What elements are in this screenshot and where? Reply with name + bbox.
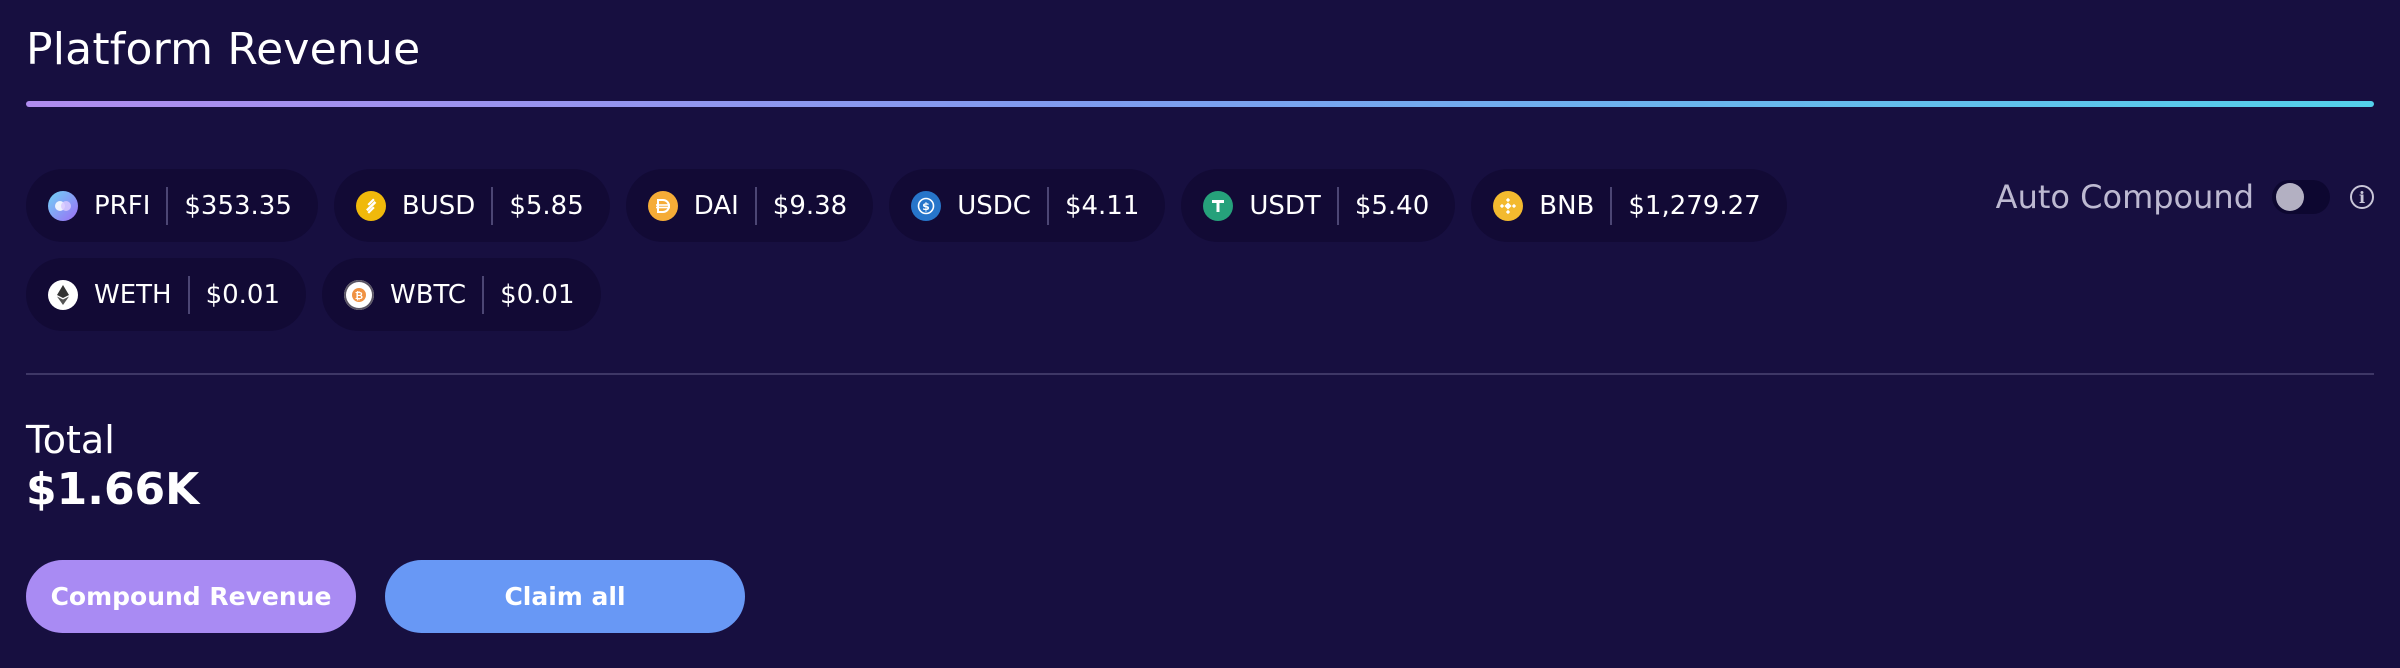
claim-all-button[interactable]: Claim all: [385, 560, 745, 633]
compound-revenue-button[interactable]: Compound Revenue: [26, 560, 356, 633]
token-amount: $0.01: [500, 279, 575, 310]
wbtc-icon: ₿: [344, 279, 375, 310]
toggle-knob: [2276, 183, 2304, 211]
token-symbol: BUSD: [401, 190, 476, 221]
dai-icon: [647, 190, 678, 221]
chip-separator: [187, 275, 190, 314]
busd-icon: [355, 190, 386, 221]
token-chip-usdc: $ USDC $4.11: [889, 169, 1166, 242]
usdc-icon: $: [911, 190, 942, 221]
gradient-divider: [26, 101, 2374, 107]
token-symbol: WETH: [94, 279, 172, 310]
chip-separator: [1336, 186, 1339, 225]
token-symbol: DAI: [693, 190, 739, 221]
svg-text:₿: ₿: [355, 290, 363, 302]
auto-compound-toggle[interactable]: [2272, 180, 2330, 214]
auto-compound-control: Auto Compound i: [1996, 178, 2374, 216]
usdt-icon: [1203, 190, 1234, 221]
token-symbol: WBTC: [390, 279, 467, 310]
auto-compound-label: Auto Compound: [1995, 178, 2254, 216]
bnb-icon: [1493, 190, 1524, 221]
token-chip-prfi: PRFI $353.35: [26, 169, 318, 242]
token-amount: $353.35: [184, 190, 292, 221]
token-chip-busd: BUSD $5.85: [333, 169, 610, 242]
chip-separator: [1610, 186, 1613, 225]
prfi-icon: [48, 190, 78, 221]
info-icon[interactable]: i: [2350, 185, 2374, 209]
token-symbol: USDC: [957, 190, 1031, 221]
token-amount: $0.01: [205, 279, 281, 310]
token-chip-usdt: USDT $5.40: [1181, 169, 1456, 242]
token-symbol: USDT: [1249, 190, 1321, 221]
chip-separator: [482, 275, 485, 314]
token-amount: $5.40: [1354, 190, 1430, 221]
token-symbol: BNB: [1539, 190, 1595, 221]
total-value: $1.66K: [26, 464, 200, 515]
svg-text:$: $: [922, 200, 930, 213]
token-amount: $1,279.27: [1628, 190, 1761, 221]
total-label: Total: [26, 418, 115, 462]
section-divider: [26, 373, 2374, 375]
chip-separator: [491, 186, 494, 225]
token-amount: $9.38: [772, 190, 848, 221]
token-amount: $4.11: [1064, 190, 1140, 221]
page-title: Platform Revenue: [26, 24, 421, 75]
weth-icon: [48, 279, 78, 310]
token-chip-weth: WETH $0.01: [26, 258, 307, 331]
chip-separator: [1046, 186, 1049, 225]
token-list: PRFI $353.35 BUSD $5.85 DAI $9.38 $ USDC…: [26, 169, 1846, 331]
token-amount: $5.85: [509, 190, 584, 221]
chip-separator: [166, 186, 169, 225]
token-chip-bnb: BNB $1,279.27: [1471, 169, 1787, 242]
chip-separator: [754, 186, 757, 225]
token-symbol: PRFI: [94, 190, 151, 221]
token-chip-wbtc: ₿ WBTC $0.01: [322, 258, 601, 331]
token-chip-dai: DAI $9.38: [625, 169, 874, 242]
